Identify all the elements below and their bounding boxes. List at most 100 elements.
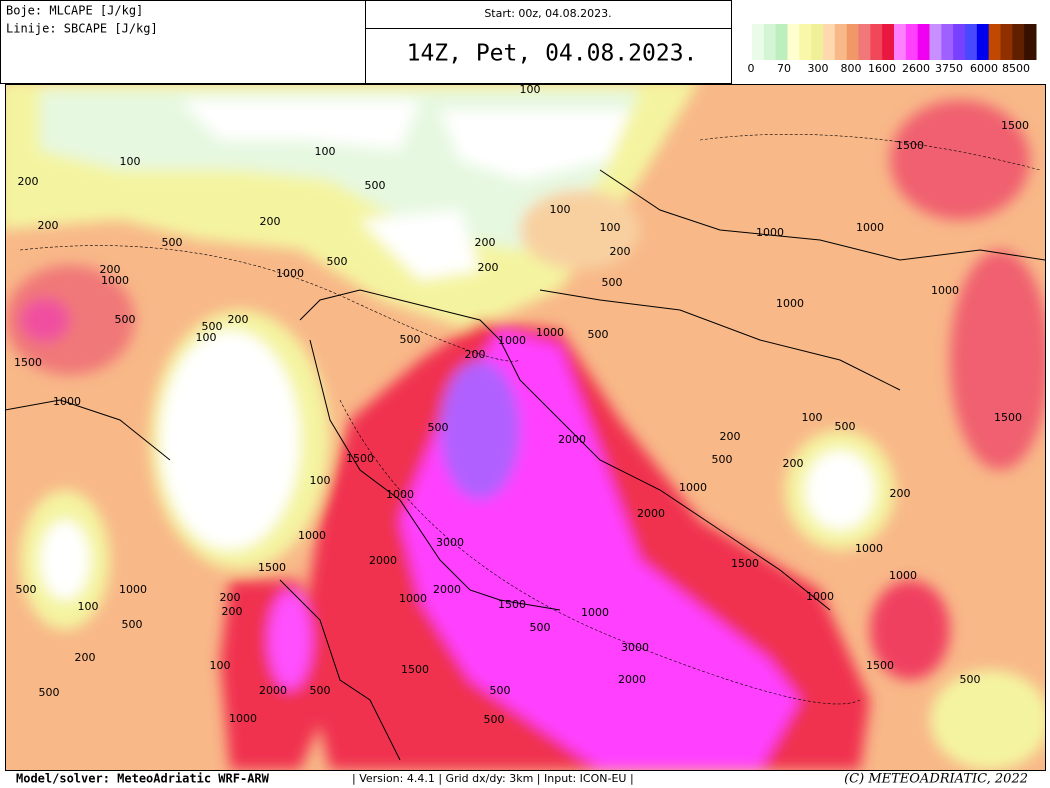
legend-label: 2600 — [902, 62, 930, 75]
legend-swatch — [941, 24, 954, 60]
legend-swatch — [965, 24, 978, 60]
legend-swatch — [953, 24, 966, 60]
contour-label: 500 — [835, 420, 856, 433]
contour-label: 2000 — [618, 673, 646, 686]
contour-label: 500 — [530, 621, 551, 634]
contour-label: 1500 — [498, 598, 526, 611]
colors-label: Boje: MLCAPE [J/kg] — [6, 4, 143, 18]
contour-label: 500 — [400, 333, 421, 346]
legend-swatch — [1024, 24, 1037, 60]
contour-label: 200 — [220, 591, 241, 604]
legend-swatch — [775, 24, 788, 60]
legend-swatch — [1000, 24, 1013, 60]
legend: 0 70 300 800 1600 2600 3750 6000 8500 — [748, 24, 1037, 75]
contour-label: 500 — [365, 179, 386, 192]
legend-label: 6000 — [970, 62, 998, 75]
contour-label: 1500 — [346, 452, 374, 465]
contour-label: 500 — [712, 453, 733, 466]
contour-label: 200 — [610, 245, 631, 258]
copyright: (C) METEOADRIATIC, 2022 — [844, 772, 1028, 787]
contour-label: 200 — [222, 605, 243, 618]
contour-label: 200 — [18, 175, 39, 188]
legend-label: 1600 — [868, 62, 896, 75]
contour-label: 1000 — [581, 606, 609, 619]
legend-label: 3750 — [935, 62, 963, 75]
contour-label: 1500 — [994, 411, 1022, 424]
contour-label: 1500 — [258, 561, 286, 574]
contour-label: 1500 — [14, 356, 42, 369]
legend-label: 70 — [777, 62, 791, 75]
contour-label: 200 — [75, 651, 96, 664]
contour-label: 1000 — [889, 569, 917, 582]
contour-label: 2000 — [558, 433, 586, 446]
contour-label: 1000 — [229, 712, 257, 725]
contour-label: 1000 — [855, 542, 883, 555]
legend-swatch — [787, 24, 800, 60]
contour-label: 200 — [260, 215, 281, 228]
contour-label: 500 — [327, 255, 348, 268]
contour-label: 200 — [228, 313, 249, 326]
contour-label: 1500 — [1001, 119, 1029, 132]
contour-label: 2000 — [259, 684, 287, 697]
legend-swatch — [905, 24, 919, 60]
contour-label: 500 — [310, 684, 331, 697]
contour-label: 1500 — [896, 139, 924, 152]
contour-label: 100 — [600, 221, 621, 234]
lines-label: Linije: SBCAPE [J/kg] — [6, 22, 158, 36]
start-time: Start: 00z, 04.08.2023. — [484, 7, 611, 20]
contour-label: 1000 — [119, 583, 147, 596]
contour-label: 200 — [783, 457, 804, 470]
legend-swatch — [799, 24, 812, 60]
contour-label: 500 — [602, 276, 623, 289]
contour-label: 1000 — [536, 326, 564, 339]
legend-label: 300 — [808, 62, 829, 75]
contour-label: 1000 — [298, 529, 326, 542]
header-box — [365, 0, 732, 84]
contour-label: 3000 — [621, 641, 649, 654]
legend-swatch — [929, 24, 942, 60]
legend-label: 800 — [841, 62, 862, 75]
contour-label: 1000 — [756, 226, 784, 239]
legend-swatch — [917, 24, 930, 60]
contour-label: 100 — [120, 155, 141, 168]
contour-label: 500 — [588, 328, 609, 341]
contour-label: 500 — [428, 421, 449, 434]
legend-swatch — [858, 24, 871, 60]
contour-label: 100 — [78, 600, 99, 613]
contour-label: 500 — [115, 313, 136, 326]
contour-label: 1000 — [776, 297, 804, 310]
contour-label: 100 — [210, 659, 231, 672]
contour-label: 2000 — [637, 507, 665, 520]
contour-label: 1000 — [53, 395, 81, 408]
contour-label: 100 — [196, 331, 217, 344]
legend-swatch — [894, 24, 907, 60]
contour-label: 1000 — [856, 221, 884, 234]
contour-label: 100 — [310, 474, 331, 487]
contour-label: 500 — [490, 684, 511, 697]
contour-label: 1000 — [399, 592, 427, 605]
contour-label: 1000 — [276, 267, 304, 280]
contour-label: 3000 — [436, 536, 464, 549]
contour-label: 500 — [484, 713, 505, 726]
legend-swatch — [846, 24, 859, 60]
legend-swatch — [763, 24, 777, 60]
contour-label: 100 — [550, 203, 571, 216]
legend-swatch — [870, 24, 883, 60]
map-frame — [5, 84, 1046, 771]
footer-info: | Version: 4.4.1 | Grid dx/dy: 3km | Inp… — [352, 772, 634, 785]
legend-swatch — [823, 24, 836, 60]
legend-label: 0 — [748, 62, 755, 75]
contour-label: 100 — [802, 411, 823, 424]
contour-label: 1000 — [498, 334, 526, 347]
contour-label: 500 — [162, 236, 183, 249]
map: 100 1500 1500 100 200 500 100 100 200 100 200 500 20… — [5, 85, 1045, 770]
legend-swatch — [752, 24, 765, 60]
contour-label: 1000 — [101, 274, 129, 287]
legend-swatch — [1012, 24, 1025, 60]
contour-label: 1000 — [386, 488, 414, 501]
contour-label: 1500 — [866, 659, 894, 672]
contour-label: 200 — [100, 263, 121, 276]
contour-label: 200 — [475, 236, 496, 249]
